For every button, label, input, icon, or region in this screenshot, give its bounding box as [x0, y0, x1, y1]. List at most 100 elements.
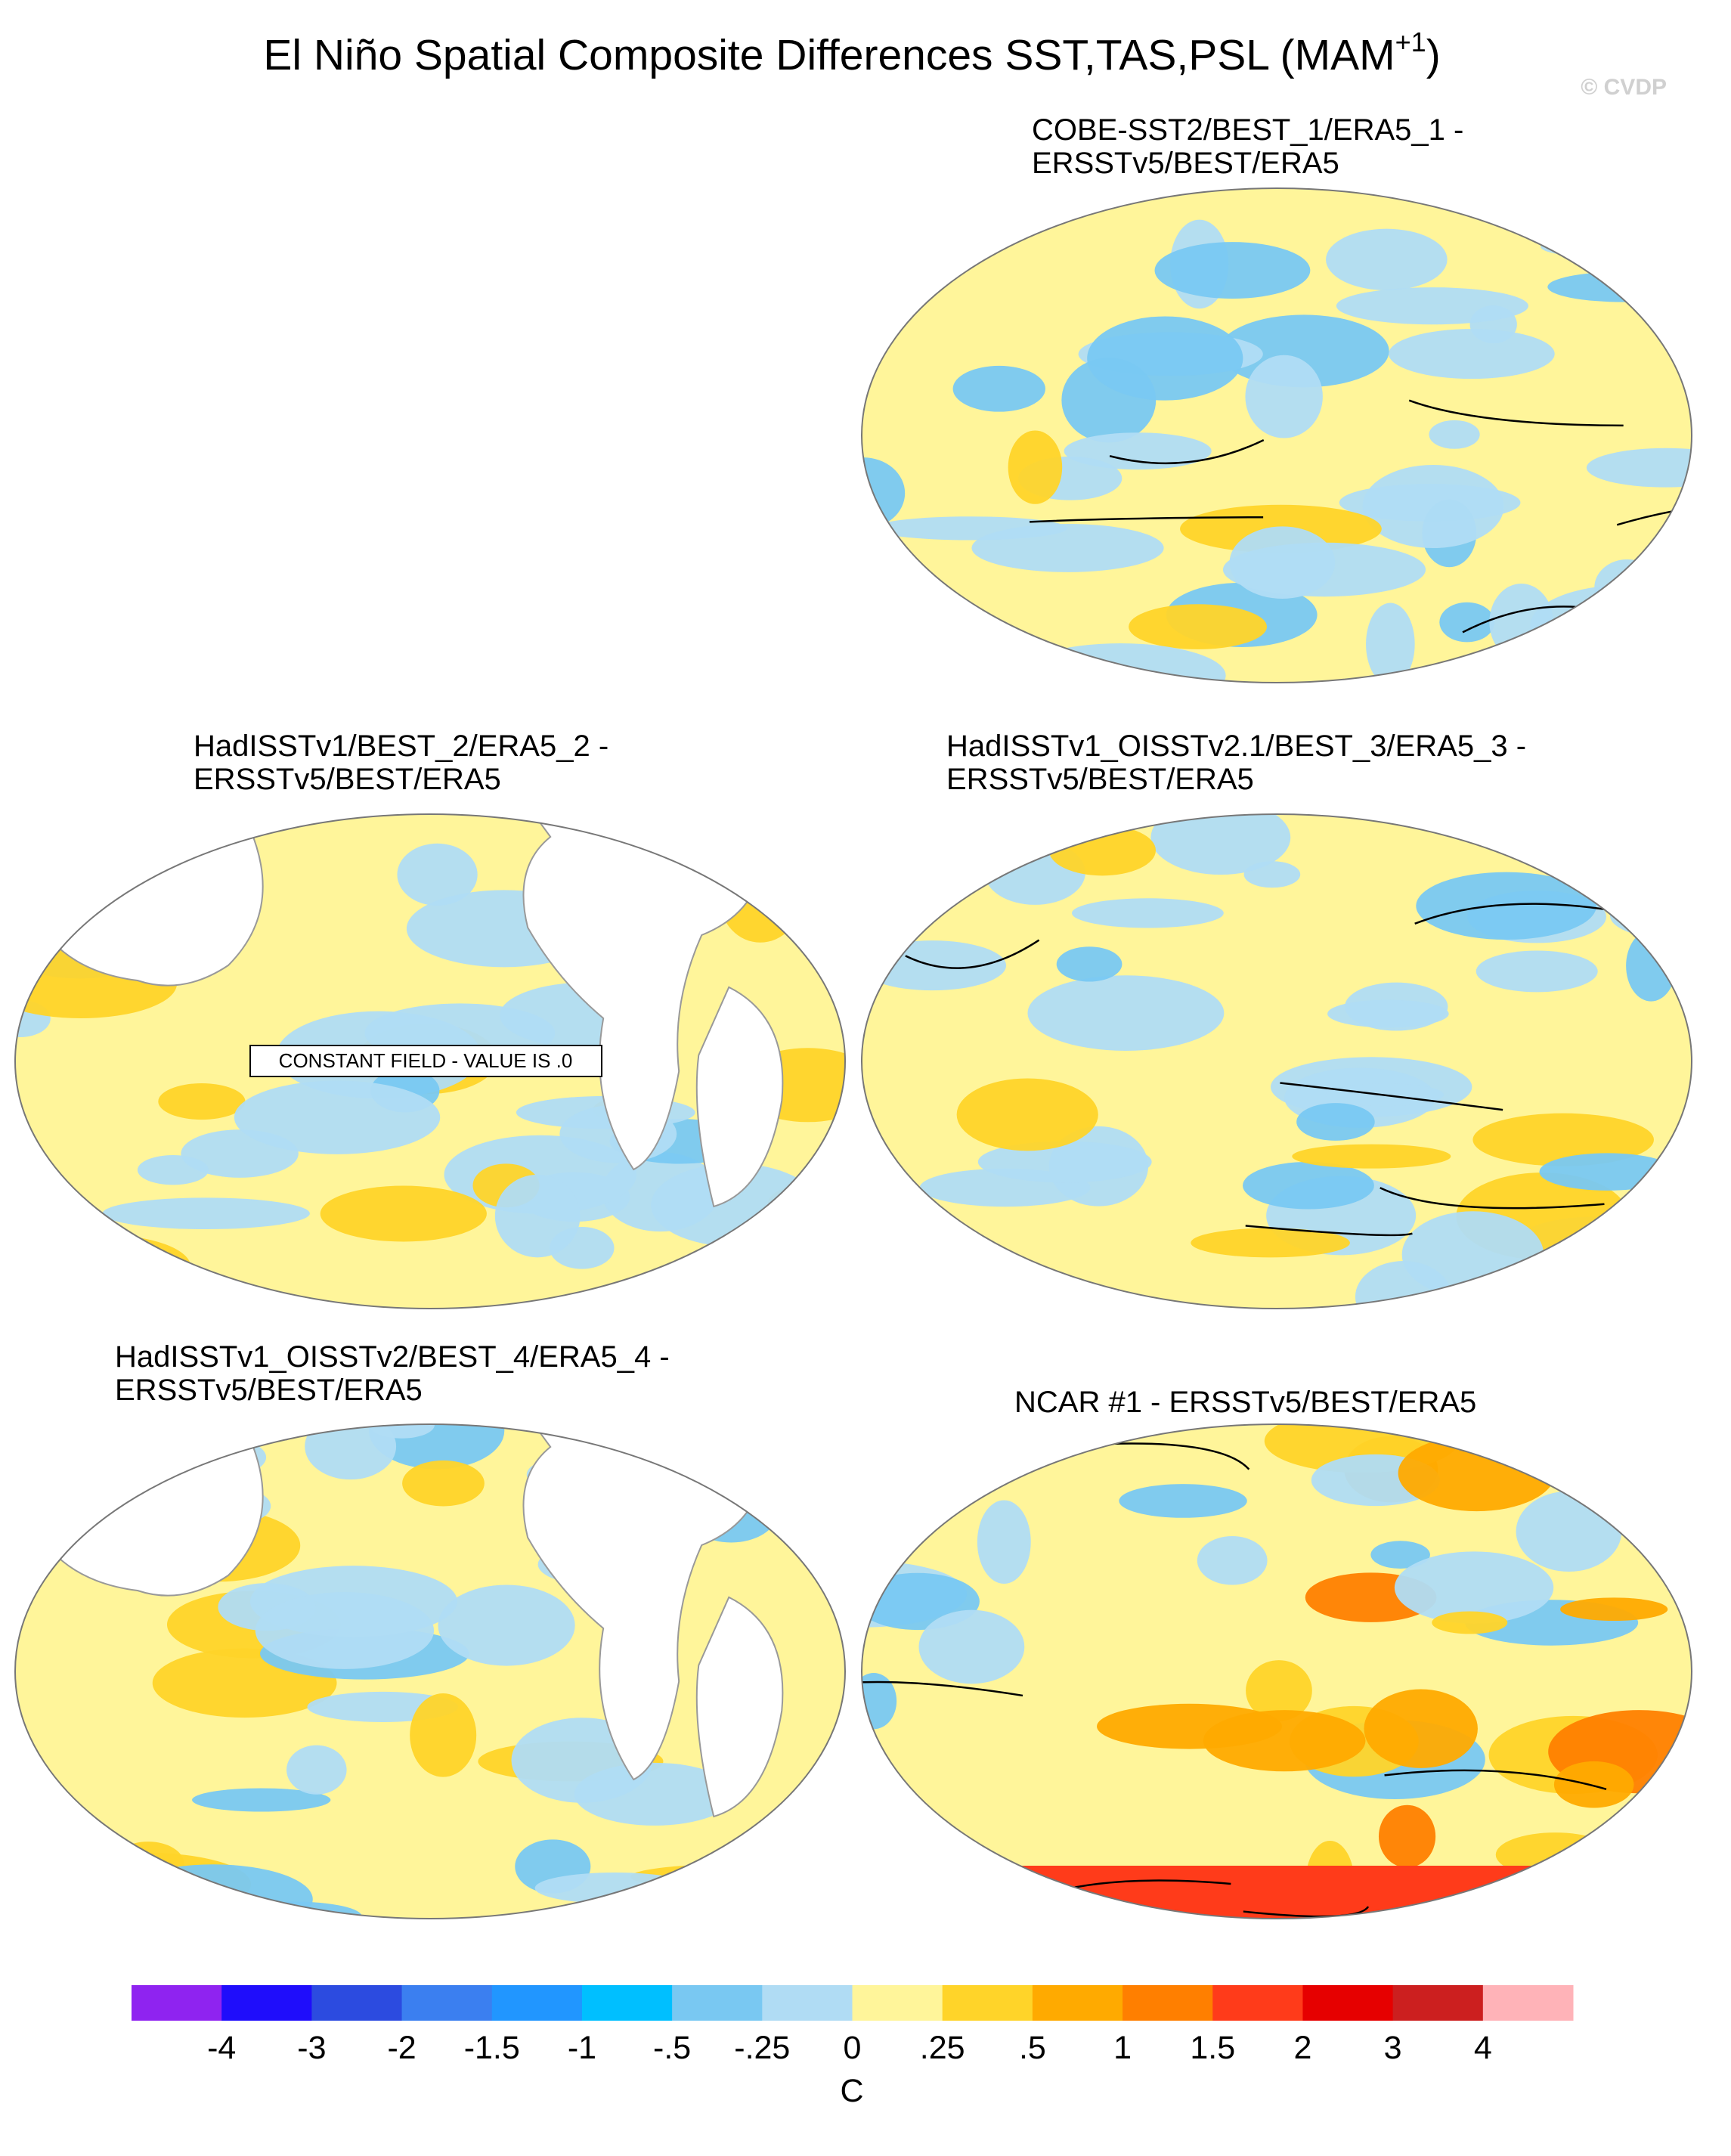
map-outline — [14, 813, 846, 1309]
contour-line — [1380, 1187, 1605, 1210]
contour-line — [1384, 1769, 1607, 1791]
field-blob — [1447, 1885, 1639, 1910]
colorbar-label: .25 — [920, 2030, 965, 2066]
field-blob — [102, 1197, 310, 1230]
field-blob — [15, 1234, 191, 1299]
field-band — [862, 1866, 1692, 1919]
title-main: El Niño Spatial Composite Differences SS… — [263, 31, 1395, 79]
field-blob — [1394, 1551, 1554, 1624]
field-blob — [1530, 584, 1692, 667]
map-panel: COBE-SST2/BEST_1/ERA5_1 -ERSSTv5/BEST/ER… — [861, 113, 1692, 683]
map-field — [15, 1424, 845, 1919]
field-blob — [977, 1141, 1152, 1183]
field-blob — [1292, 1144, 1451, 1169]
field-blob — [15, 1875, 71, 1904]
field-blob — [15, 1445, 98, 1517]
field-blob — [956, 1078, 1098, 1151]
field-blob — [989, 1424, 1071, 1441]
land-mask — [522, 814, 766, 1171]
field-blob — [1370, 1541, 1430, 1569]
field-blob — [1027, 975, 1225, 1051]
field-blob — [1439, 602, 1495, 643]
field-blob — [1246, 1660, 1312, 1721]
field-blob — [1389, 329, 1555, 379]
field-blob — [15, 868, 73, 891]
field-blob — [1129, 604, 1268, 649]
contour-line — [1109, 438, 1265, 465]
field-blob — [1243, 1161, 1374, 1210]
map-outline — [861, 187, 1692, 683]
field-blob — [1416, 872, 1596, 940]
field-blob — [320, 1185, 487, 1242]
map-outline — [861, 1423, 1692, 1919]
note-box — [249, 1045, 602, 1077]
field-blob — [862, 625, 909, 661]
field-blob — [1364, 1689, 1478, 1768]
field-blob — [1586, 448, 1692, 488]
field-blob — [113, 1864, 313, 1919]
colorbar-label: 4 — [1474, 2030, 1492, 2066]
land-mask — [695, 986, 784, 1208]
field-blob — [1553, 1761, 1634, 1808]
field-blob — [862, 457, 906, 529]
field-blob — [778, 822, 837, 862]
field-blob — [369, 1424, 505, 1470]
contour-line — [1647, 1501, 1692, 1534]
field-blob — [305, 1424, 397, 1480]
field-blob — [1119, 1484, 1247, 1518]
colorbar-box — [1212, 1985, 1303, 2021]
colorbar-box — [132, 1985, 222, 2021]
map-field — [862, 188, 1692, 683]
colorbar-label: -1.5 — [464, 2030, 520, 2066]
field-blob — [112, 1842, 184, 1887]
field-blob — [862, 1424, 1033, 1466]
field-blob — [1560, 1597, 1668, 1622]
field-blob — [1087, 316, 1243, 401]
field-blob — [862, 1215, 958, 1240]
contour-line — [1408, 399, 1624, 427]
colorbar-box — [1482, 1985, 1574, 2021]
field-blob — [1336, 287, 1528, 325]
colorbar: -4 -3 -2 -1.5 -1 -.5 -.25 0 .25 .5 1 1.5 2 3 4 C — [132, 1985, 1574, 2109]
colorbar-box — [1032, 1985, 1123, 2021]
contour-line — [862, 1681, 1023, 1697]
field-blob — [1432, 1611, 1508, 1634]
colorbar-box — [221, 1985, 312, 2021]
colorbar-box — [672, 1985, 763, 2021]
field-blob — [1547, 271, 1692, 302]
field-blob — [1516, 1491, 1622, 1572]
field-blob — [1626, 930, 1677, 1002]
panel-title: COBE-SST2/BEST_1/ERA5_1 - — [1032, 113, 1463, 147]
field-blob — [873, 1424, 1016, 1473]
field-blob — [971, 523, 1164, 572]
field-blob — [1229, 526, 1336, 599]
field-blob — [862, 1424, 947, 1488]
map-field — [862, 1424, 1692, 1919]
field-blob — [1048, 825, 1156, 876]
field-blob — [397, 843, 478, 906]
field-blob — [286, 1745, 347, 1795]
colorbar-box — [491, 1985, 583, 2021]
field-blob — [1064, 432, 1212, 470]
title-superscript: +1 — [1395, 26, 1426, 57]
colorbar-box — [1123, 1985, 1213, 2021]
field-blob — [534, 1873, 695, 1904]
contour-line — [1245, 1225, 1413, 1237]
colorbar-label: .5 — [1019, 2030, 1046, 2066]
map-outline — [14, 1423, 846, 1919]
field-blob — [977, 1500, 1031, 1584]
panel-title: NCAR #1 - ERSSTv5/BEST/ERA5 — [1014, 1386, 1476, 1419]
colorbar-label: -1 — [568, 2030, 596, 2066]
colorbar-label: -3 — [297, 2030, 326, 2066]
map-outline — [861, 813, 1692, 1309]
field-blob — [1429, 420, 1480, 449]
colorbar-box — [581, 1985, 673, 2021]
colorbar-box — [942, 1985, 1033, 2021]
colorbar-label: -.5 — [653, 2030, 691, 2066]
contour-line — [1029, 516, 1264, 523]
contour-line — [1414, 903, 1622, 925]
colorbar-box — [1302, 1985, 1394, 2021]
field-blob — [1596, 1202, 1692, 1262]
colorbar-label: -2 — [387, 2030, 416, 2066]
